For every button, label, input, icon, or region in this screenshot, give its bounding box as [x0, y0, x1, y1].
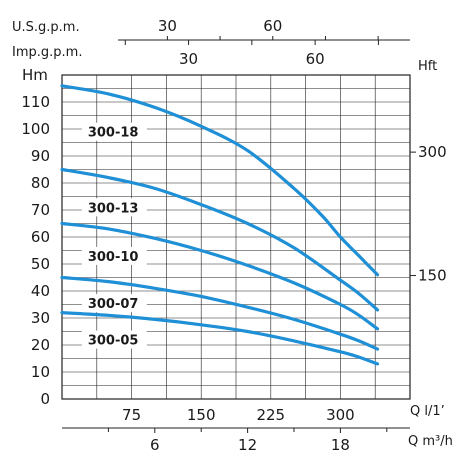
series-label-300-10: 300-10 [88, 250, 139, 265]
top2-tick-label: 30 [179, 50, 198, 68]
x-tick-label: 300 [326, 406, 355, 424]
y-tick-label: 90 [31, 147, 50, 165]
x-axis-bottom2-ticks: 6 12 18 [107, 428, 388, 454]
y-tick-label: 40 [31, 282, 50, 300]
x-axis-bottom-label: Q l/1’ [410, 404, 445, 419]
y-axis-left-label: Hm [22, 66, 48, 84]
y-right-tick-label: 150 [418, 267, 447, 285]
x-axis-bottom2-label: Q m³/h [408, 434, 453, 449]
top-axis-2-label: Imp.g.p.m. [12, 45, 82, 60]
series-label-bg [81, 330, 147, 349]
top-axis-1-label: U.S.g.p.m. [12, 20, 80, 35]
x-axis-bottom-ticks: 75 150 225 300 [122, 406, 355, 424]
y-tick-label: 70 [31, 201, 50, 219]
pump-curves [60, 84, 380, 366]
x2-tick-label: 12 [238, 436, 257, 454]
series-label-300-13: 300-13 [88, 201, 139, 216]
y-tick-label: 50 [31, 255, 50, 273]
top-axis-2-ticks: 30 60 [124, 40, 379, 68]
curve-300-07 [60, 275, 380, 351]
y-tick-label: 80 [31, 174, 50, 192]
y-right-tick-label: 300 [418, 143, 447, 161]
x-tick-label: 75 [122, 406, 141, 424]
y-axis-right-ticks: 300 150 [410, 143, 447, 285]
series-label-bg [81, 294, 147, 313]
series-label-bg [81, 246, 147, 265]
series-label-300-07: 300-07 [88, 297, 139, 312]
curve-300-05 [60, 311, 380, 366]
y-tick-label: 10 [31, 363, 50, 381]
y-tick-label: 60 [31, 228, 50, 246]
x-tick-label: 225 [256, 406, 285, 424]
y-tick-label: 0 [40, 390, 50, 408]
y-tick-label: 100 [21, 120, 50, 138]
curve-300-13 [60, 167, 380, 312]
curve-300-10 [60, 221, 380, 331]
curve-300-18 [60, 84, 380, 277]
y-axis-left-ticks: 0 10 20 30 40 50 60 70 80 90 100 110 [21, 93, 50, 408]
x-tick-label: 150 [187, 406, 216, 424]
x2-tick-label: 6 [150, 436, 160, 454]
x2-tick-label: 18 [331, 436, 350, 454]
y-tick-label: 30 [31, 309, 50, 327]
y-tick-label: 110 [21, 93, 50, 111]
series-label-bg [81, 122, 147, 141]
top1-tick-label: 60 [263, 17, 282, 35]
y-tick-label: 20 [31, 336, 50, 354]
top1-tick-label: 30 [158, 17, 177, 35]
series-label-300-05: 300-05 [88, 334, 139, 349]
series-label-300-18: 300-18 [88, 126, 139, 141]
top-axis-1-ticks: 30 60 [158, 17, 379, 40]
y-axis-right-label: Hft [418, 59, 437, 74]
series-label-bg [81, 198, 147, 217]
top2-tick-label: 60 [306, 50, 325, 68]
series-labels: 300-18 300-13 300-10 300-07 300-05 [81, 122, 147, 349]
